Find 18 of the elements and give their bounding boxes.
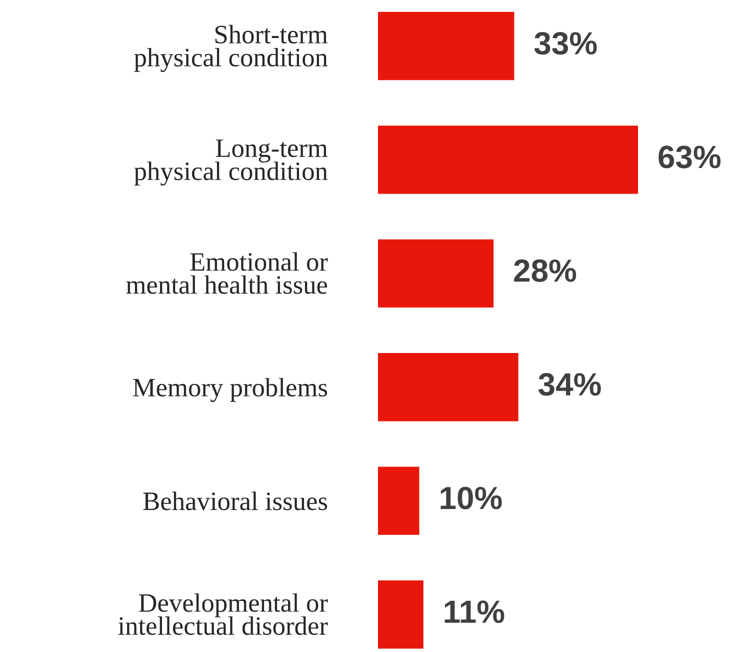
bar (378, 126, 638, 194)
bar (378, 353, 518, 422)
data-label: 63% (658, 146, 721, 168)
data-label: 34% (538, 373, 601, 396)
y-tick-label: Developmental or intellectual disorder (118, 593, 328, 635)
data-label: 11% (444, 600, 504, 623)
bar (378, 580, 424, 649)
y-tick-label: Short-term physical condition (134, 24, 328, 72)
bar (378, 239, 494, 308)
y-tick-label: Emotional or mental health issue (126, 252, 328, 294)
data-label: 33% (534, 32, 597, 55)
y-tick-label: Memory problems (133, 378, 328, 402)
data-label: 10% (440, 486, 502, 510)
bar (378, 466, 420, 535)
y-tick-label: Behavioral issues (143, 492, 328, 510)
data-label: 28% (514, 259, 576, 282)
bar (378, 12, 514, 80)
y-tick-label: Long-term physical condition (134, 140, 328, 186)
